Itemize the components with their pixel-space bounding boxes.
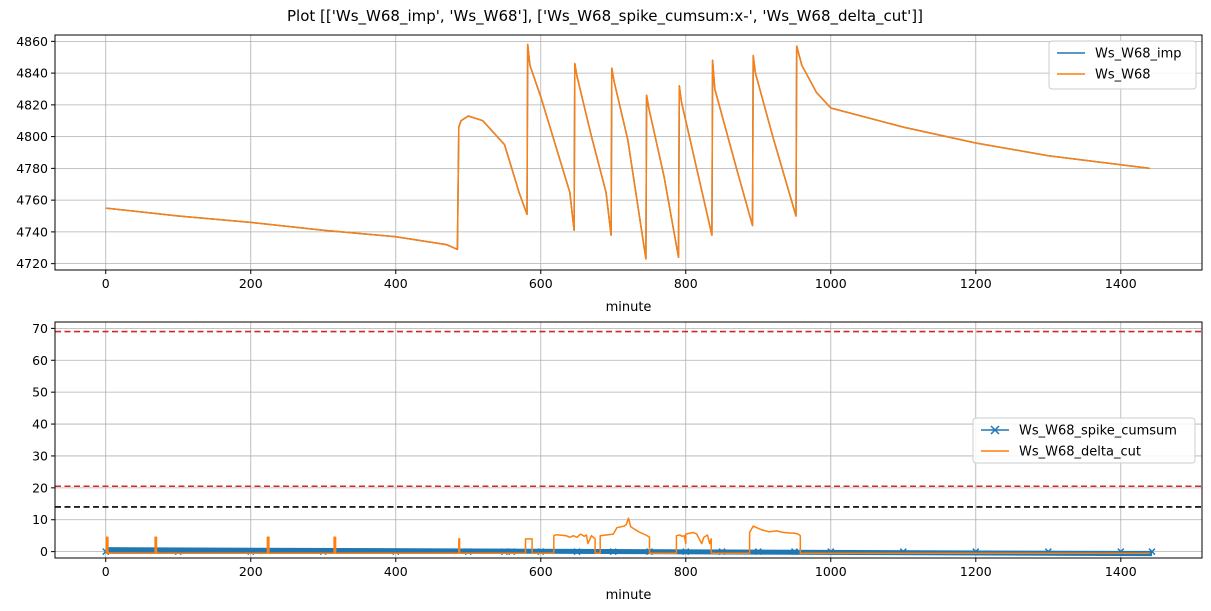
x-tick-label: 1000 xyxy=(815,564,847,579)
y-tick-label: 70 xyxy=(32,321,48,336)
x-tick-label: 400 xyxy=(384,564,408,579)
x-tick-label: 1000 xyxy=(815,276,847,291)
series-point xyxy=(573,548,581,556)
legend-label: Ws_W68_delta_cut xyxy=(1019,445,1141,460)
series-line xyxy=(105,517,1150,554)
plot-area xyxy=(55,330,1202,557)
series-point xyxy=(754,548,762,556)
legend-label: Ws_W68 xyxy=(1095,68,1151,83)
x-tick-label: 200 xyxy=(239,276,263,291)
x-tick-label: 1400 xyxy=(1105,564,1137,579)
subplot-1: 0 200 400 600 800 1000 1200 1400 4720 4740 4760 478… xyxy=(16,34,1203,315)
x-tick-label: 200 xyxy=(239,564,263,579)
y-tick-label: 4820 xyxy=(16,97,48,112)
legend-marker xyxy=(990,425,1000,435)
y-tick-label: 4720 xyxy=(16,256,48,271)
series-point xyxy=(609,548,617,556)
x-tick-label: 0 xyxy=(102,564,110,579)
y-tick-label: 4840 xyxy=(16,66,48,81)
series-point xyxy=(682,548,690,556)
y-tick-label: 50 xyxy=(32,385,48,400)
legend: Ws_W68_imp Ws_W68 xyxy=(1048,40,1197,90)
plot-area xyxy=(105,43,1150,260)
x-axis-label: minute xyxy=(606,588,652,603)
y-tick-label: 4800 xyxy=(16,129,48,144)
x-tick-label: 800 xyxy=(674,564,698,579)
x-axis-label: minute xyxy=(606,300,652,315)
axes-frame xyxy=(54,321,1203,559)
x-tick-label: 0 xyxy=(102,276,110,291)
x-tick-label: 1400 xyxy=(1105,276,1137,291)
y-tick-label: 4740 xyxy=(16,224,48,239)
x-tick-label: 800 xyxy=(674,276,698,291)
legend-label: Ws_W68_spike_cumsum xyxy=(1019,424,1177,439)
series-line xyxy=(105,43,1150,260)
axes-frame xyxy=(54,34,1203,271)
series-point xyxy=(791,548,799,556)
legend-box xyxy=(1048,40,1197,90)
figure-title: Plot [['Ws_W68_imp', 'Ws_W68'], ['Ws_W68… xyxy=(287,7,923,26)
legend-label: Ws_W68_imp xyxy=(1095,47,1182,62)
y-tick-label: 20 xyxy=(32,480,48,495)
y-tick-label: 10 xyxy=(32,512,48,527)
legend: Ws_W68_spike_cumsum Ws_W68_delta_cut xyxy=(972,417,1196,464)
y-tick-label: 4860 xyxy=(16,34,48,49)
legend-box xyxy=(972,417,1196,464)
y-tick-label: 0 xyxy=(40,544,48,559)
subplot-2: 0 200 400 600 800 1000 1200 1400 0 10 20 30 40 50 60 70… xyxy=(32,321,1203,603)
series-point xyxy=(1148,548,1156,556)
x-tick-label: 1200 xyxy=(960,276,992,291)
x-tick-label: 600 xyxy=(529,276,553,291)
y-tick-label: 4780 xyxy=(16,161,48,176)
series-line xyxy=(105,43,1150,260)
y-tick-label: 60 xyxy=(32,353,48,368)
x-tick-label: 400 xyxy=(384,276,408,291)
y-tick-label: 40 xyxy=(32,417,48,432)
x-tick-label: 1200 xyxy=(960,564,992,579)
y-tick-label: 30 xyxy=(32,448,48,463)
x-tick-label: 600 xyxy=(529,564,553,579)
y-tick-label: 4760 xyxy=(16,193,48,208)
